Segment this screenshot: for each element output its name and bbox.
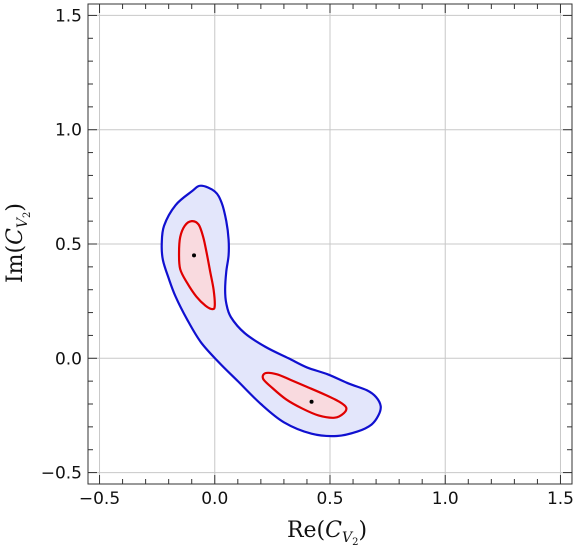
y-tick-label-1: 0.0 <box>55 349 82 369</box>
y-tick-label-4: 1.5 <box>55 6 82 26</box>
x-tick-label-0: −0.5 <box>79 489 120 509</box>
grid-lines <box>88 4 572 484</box>
y-axis-label: Im(CV2) <box>3 203 33 283</box>
y-tick-label-0: −0.5 <box>41 464 82 484</box>
best-fit-point-2 <box>309 399 314 404</box>
axis-ticks: −0.5 0.0 0.5 1.0 1.5 −0.5 0.0 0.5 1.0 1.5 <box>41 4 574 509</box>
region-inner-upper <box>177 220 216 311</box>
region-outer <box>160 184 382 438</box>
y-tick-label-3: 1.0 <box>55 121 82 141</box>
x-axis-label: Re(CV2) <box>287 518 367 548</box>
best-fit-point-1 <box>192 253 197 258</box>
x-tick-label-1: 0.0 <box>201 489 228 509</box>
x-tick-label-2: 0.5 <box>316 489 343 509</box>
best-fit-points <box>192 253 314 404</box>
confidence-regions <box>160 184 382 438</box>
region-inner-lower <box>261 371 348 419</box>
x-tick-label-3: 1.0 <box>432 489 459 509</box>
y-tick-label-2: 0.5 <box>55 235 82 255</box>
x-tick-label-4: 1.5 <box>547 489 574 509</box>
